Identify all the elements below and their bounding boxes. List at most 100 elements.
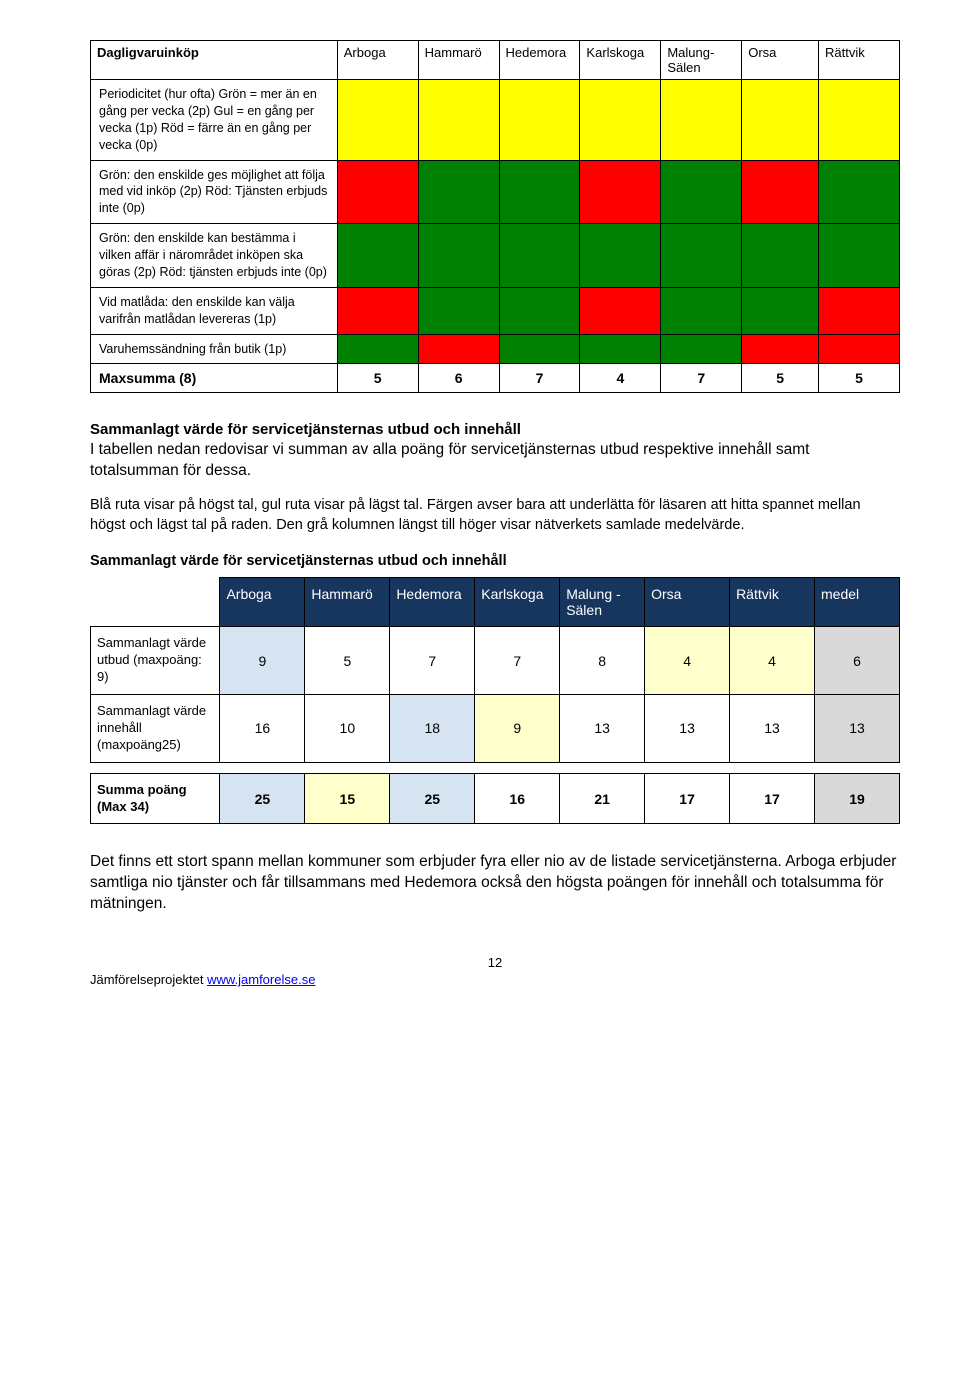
table2-cell: 9: [475, 695, 560, 763]
table1-col-header: Arboga: [337, 41, 418, 80]
table1-color-cell: [337, 224, 418, 288]
table2-spacer: [91, 762, 900, 773]
table2-col-header: Rättvik: [730, 578, 815, 627]
section-body-1: I tabellen nedan redovisar vi summan av …: [90, 440, 900, 482]
table1-color-cell: [742, 287, 819, 334]
table1-color-cell: [337, 334, 418, 364]
table1-color-cell: [337, 160, 418, 224]
table1-title: Dagligvaruinköp: [91, 41, 338, 80]
table1-color-cell: [580, 80, 661, 161]
table2-sum-cell: 21: [560, 773, 645, 824]
page-number: 12: [90, 955, 900, 970]
table1-max-value: 5: [742, 364, 819, 393]
table2-cell: 4: [730, 627, 815, 695]
table1-row-label: Periodicitet (hur ofta) Grön = mer än en…: [91, 80, 338, 161]
table-dagligvaruinkop: DagligvaruinköpArbogaHammaröHedemoraKarl…: [90, 40, 900, 393]
page-footer: 12 Jämförelseprojektet www.jamforelse.se: [90, 955, 900, 987]
table1-max-label: Maxsumma (8): [91, 364, 338, 393]
table1-max-value: 7: [661, 364, 742, 393]
table1-col-header: Karlskoga: [580, 41, 661, 80]
table2-cell: 7: [390, 627, 475, 695]
table1-color-cell: [337, 80, 418, 161]
table1-color-cell: [499, 334, 580, 364]
table1-col-header: Hedemora: [499, 41, 580, 80]
table2-sum-cell: 16: [475, 773, 560, 824]
table2-col-header: Malung -Sälen: [560, 578, 645, 627]
section-heading: Sammanlagt värde för servicetjänsternas …: [90, 421, 900, 438]
table1-color-cell: [499, 160, 580, 224]
table1-color-cell: [499, 80, 580, 161]
table1-col-header: Hammarö: [418, 41, 499, 80]
table2-cell: 6: [815, 627, 900, 695]
table1-color-cell: [742, 80, 819, 161]
table2-cell: 10: [305, 695, 390, 763]
table2-sum-cell: 25: [390, 773, 475, 824]
table1-col-header: Rättvik: [819, 41, 900, 80]
table2-col-header: Orsa: [645, 578, 730, 627]
table2-col-header: Karlskoga: [475, 578, 560, 627]
table1-color-cell: [499, 224, 580, 288]
footer-project: Jämförelseprojektet: [90, 972, 207, 987]
table1-max-value: 5: [819, 364, 900, 393]
table2-col-header: Hammarö: [305, 578, 390, 627]
table2-cell: 5: [305, 627, 390, 695]
table1-color-cell: [819, 80, 900, 161]
table1-row-label: Vid matlåda: den enskilde kan välja vari…: [91, 287, 338, 334]
table2-col-header: Arboga: [220, 578, 305, 627]
table1-color-cell: [819, 160, 900, 224]
closing-paragraph: Det finns ett stort spann mellan kommune…: [90, 852, 900, 915]
table1-color-cell: [661, 334, 742, 364]
table1-color-cell: [742, 224, 819, 288]
table2-cell: 16: [220, 695, 305, 763]
table1-color-cell: [580, 160, 661, 224]
table1-color-cell: [418, 287, 499, 334]
table1-color-cell: [819, 334, 900, 364]
table1-color-cell: [580, 224, 661, 288]
table2-cell: 13: [560, 695, 645, 763]
table1-max-value: 5: [337, 364, 418, 393]
table1-color-cell: [580, 287, 661, 334]
table1-color-cell: [661, 224, 742, 288]
table1-color-cell: [819, 224, 900, 288]
table2-cell: 9: [220, 627, 305, 695]
table1-max-value: 6: [418, 364, 499, 393]
table1-col-header: Orsa: [742, 41, 819, 80]
table2-cell: 8: [560, 627, 645, 695]
table1-color-cell: [661, 80, 742, 161]
table2-sum-label: Summa poäng (Max 34): [91, 773, 220, 824]
footer-link[interactable]: www.jamforelse.se: [207, 972, 315, 987]
table1-max-value: 4: [580, 364, 661, 393]
table1-row-label: Grön: den enskilde ges möjlighet att föl…: [91, 160, 338, 224]
table2-cell: 13: [645, 695, 730, 763]
table2-lead-blank: [91, 578, 220, 627]
table1-color-cell: [819, 287, 900, 334]
table1-color-cell: [418, 334, 499, 364]
table1-color-cell: [337, 287, 418, 334]
section-body-2: Blå ruta visar på högst tal, gul ruta vi…: [90, 496, 900, 535]
table2-cell: 13: [730, 695, 815, 763]
table1-color-cell: [661, 287, 742, 334]
table1-color-cell: [418, 224, 499, 288]
table2-cell: 18: [390, 695, 475, 763]
table2-sum-cell: 19: [815, 773, 900, 824]
table2-sum-cell: 17: [730, 773, 815, 824]
table2-cell: 4: [645, 627, 730, 695]
table1-col-header: Malung-Sälen: [661, 41, 742, 80]
table1-max-value: 7: [499, 364, 580, 393]
table1-color-cell: [580, 334, 661, 364]
table2-row-label: Sammanlagt värde utbud (maxpoäng: 9): [91, 627, 220, 695]
table1-color-cell: [418, 80, 499, 161]
table2-col-header: Hedemora: [390, 578, 475, 627]
table2-title: Sammanlagt värde för servicetjänsternas …: [90, 553, 900, 569]
table1-row-label: Grön: den enskilde kan bestämma i vilken…: [91, 224, 338, 288]
table2-col-header: medel: [815, 578, 900, 627]
table1-color-cell: [742, 160, 819, 224]
table1-color-cell: [742, 334, 819, 364]
table-sammanlagt: ArbogaHammaröHedemoraKarlskogaMalung -Sä…: [90, 577, 900, 824]
table2-sum-cell: 15: [305, 773, 390, 824]
table1-row-label: Varuhemssändning från butik (1p): [91, 334, 338, 364]
table1-color-cell: [499, 287, 580, 334]
table1-color-cell: [661, 160, 742, 224]
table2-cell: 13: [815, 695, 900, 763]
table1-color-cell: [418, 160, 499, 224]
